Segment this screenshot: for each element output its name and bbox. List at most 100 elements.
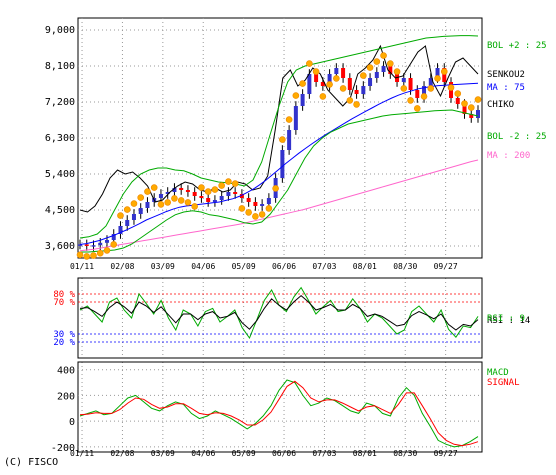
rsi-legend-label: RSI : 9 (487, 314, 525, 324)
x-tick-label: 06/06 (272, 449, 296, 458)
rsi-series-line (79, 286, 479, 340)
candle-body (314, 74, 319, 82)
parabolic-dot (211, 186, 219, 193)
macd-series-line (79, 380, 479, 447)
candle-body (401, 78, 406, 82)
candle-body (334, 68, 339, 74)
macd-y-tick-label: 0 (69, 417, 75, 428)
rsi-y-tick-label: 20 % (53, 338, 75, 348)
series-line-chiko (79, 44, 479, 213)
candle-body (260, 204, 265, 206)
legend-label: CHIKO (487, 100, 514, 110)
legend-label: BOL -2 : 25 (487, 132, 547, 142)
macd-y-tick-label: -200 (51, 443, 75, 454)
candle-body (246, 198, 251, 202)
parabolic-dot (393, 68, 401, 75)
price-y-tick-label: 3,600 (45, 241, 75, 252)
parabolic-dot (353, 101, 360, 108)
parabolic-dot (387, 60, 394, 67)
parabolic-dot (299, 80, 306, 87)
candle-body (300, 94, 305, 106)
parabolic-dot (380, 52, 387, 59)
parabolic-dot (454, 90, 462, 97)
x-tick-label: 02/08 (110, 449, 134, 458)
parabolic-dot (96, 249, 104, 257)
candle-body (125, 220, 130, 226)
parabolic-dot (312, 68, 320, 75)
candle-body (388, 66, 393, 74)
x-tick-label: 01/11 (70, 262, 94, 271)
candle-body (293, 106, 298, 130)
price-y-tick-label: 9,000 (45, 25, 75, 36)
candle-body (422, 86, 427, 98)
price-y-tick-label: 5,400 (45, 169, 75, 180)
parabolic-dot (117, 212, 124, 219)
candle-body (226, 192, 231, 196)
parabolic-dot (413, 105, 421, 112)
parabolic-dot (319, 93, 327, 100)
parabolic-dot (137, 194, 145, 201)
candle-body (206, 198, 211, 202)
x-tick-label: 08/01 (353, 449, 377, 458)
candle-body (415, 90, 420, 98)
price-y-tick-label: 6,300 (45, 133, 75, 144)
parabolic-dot (198, 184, 205, 191)
parabolic-dot (474, 96, 482, 103)
legend-label: BOL +2 : 25 (487, 41, 547, 51)
x-tick-label: 04/06 (191, 449, 215, 458)
candle-body (165, 192, 170, 194)
parabolic-dot (279, 136, 286, 143)
candle-body (98, 242, 103, 246)
macd-y-tick-label: 400 (57, 366, 75, 377)
parabolic-dot (245, 209, 252, 216)
price-panel: 01/11 02/08 03/09 04/06 05/09 06/06 07/03 08/01… (45, 17, 547, 271)
parabolic-dot (339, 85, 347, 92)
parabolic-dot (258, 211, 266, 218)
parabolic-dot (252, 213, 259, 220)
x-tick-label: 08/30 (393, 262, 417, 271)
candle-body (199, 196, 204, 198)
candle-body (131, 214, 136, 220)
x-tick-label: 07/03 (312, 262, 336, 271)
candle-body (192, 192, 197, 196)
parabolic-dot (434, 75, 441, 82)
parabolic-dot (204, 188, 212, 195)
candle-body (374, 72, 379, 78)
macd-y-tick-label: 200 (57, 391, 75, 402)
parabolic-dot (447, 84, 455, 91)
parabolic-dot (265, 205, 273, 212)
parabolic-dot (366, 64, 374, 71)
rsi-y-tick-label: 30 % (53, 330, 75, 340)
parabolic-dot (467, 104, 475, 111)
candle-body (280, 150, 285, 178)
candle-body (354, 90, 359, 94)
candle-body (84, 244, 89, 246)
parabolic-dot (157, 201, 165, 208)
rsi-panel-frame (77, 277, 483, 359)
candle-body (469, 114, 474, 118)
macd-legend-label: MACD (487, 368, 509, 378)
macd-legend-label: SIGNAL (487, 378, 520, 388)
candle-body (442, 68, 447, 82)
x-tick-label: 08/30 (393, 449, 417, 458)
parabolic-dot (272, 185, 279, 192)
parabolic-dot (171, 195, 178, 202)
candle-body (239, 194, 244, 198)
candle-body (435, 68, 440, 78)
x-tick-label: 02/08 (110, 262, 134, 271)
parabolic-dot (420, 93, 428, 100)
parabolic-dot (292, 92, 300, 99)
series-line-ma-200 (79, 159, 479, 252)
candle-body (78, 244, 82, 246)
legend-label: MA : 200 (487, 151, 530, 161)
x-tick-label: 05/09 (232, 449, 256, 458)
legend-label: SENKOU2 (487, 70, 525, 80)
parabolic-dot (440, 68, 448, 75)
parabolic-dot (400, 85, 408, 92)
candle-body (145, 202, 150, 208)
candle-body (307, 74, 312, 94)
parabolic-dot (306, 60, 313, 67)
parabolic-dot (90, 252, 97, 259)
